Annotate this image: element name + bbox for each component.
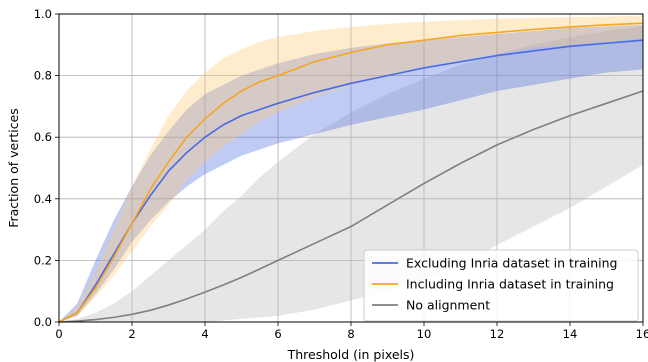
y-tick-label: 0.0 bbox=[34, 315, 52, 329]
x-tick-label: 6 bbox=[274, 327, 281, 341]
y-axis-label: Fraction of vertices bbox=[6, 108, 21, 228]
legend: Excluding Inria dataset in training Inclu… bbox=[363, 249, 639, 322]
y-tick-label: 1.0 bbox=[34, 7, 52, 21]
legend-label: Including Inria dataset in training bbox=[406, 277, 614, 292]
x-tick-label: 8 bbox=[347, 327, 354, 341]
legend-box bbox=[363, 249, 639, 322]
y-tick-label: 0.8 bbox=[34, 69, 52, 83]
series-line bbox=[58, 22, 644, 323]
confidence-band bbox=[59, 26, 643, 322]
x-tick-label: 2 bbox=[128, 327, 135, 341]
legend-label: Excluding Inria dataset in training bbox=[406, 256, 617, 271]
y-tick-label: 0.6 bbox=[34, 130, 52, 144]
confidence-band bbox=[59, 24, 643, 323]
y-tick-label: 0.4 bbox=[34, 192, 52, 206]
y-tick-label: 0.2 bbox=[34, 253, 52, 267]
x-tick-label: 16 bbox=[636, 327, 648, 341]
confidence-bands bbox=[59, 15, 643, 323]
x-tick-label: 0 bbox=[55, 327, 62, 341]
x-tick-label: 4 bbox=[201, 327, 208, 341]
x-tick-label: 14 bbox=[563, 327, 578, 341]
x-axis-label: Threshold (in pixels) bbox=[287, 347, 415, 362]
x-tick-label: 12 bbox=[490, 327, 505, 341]
axis-ticks: 0 2 4 6 8 10 12 14 16 0.0 0.2 0.4 0.6 0.8 1.0 bbox=[34, 7, 648, 341]
series-line bbox=[58, 90, 644, 323]
confidence-band bbox=[59, 15, 643, 322]
series-lines bbox=[58, 22, 644, 323]
legend-label: No alignment bbox=[406, 298, 490, 313]
x-tick-label: 10 bbox=[417, 327, 432, 341]
